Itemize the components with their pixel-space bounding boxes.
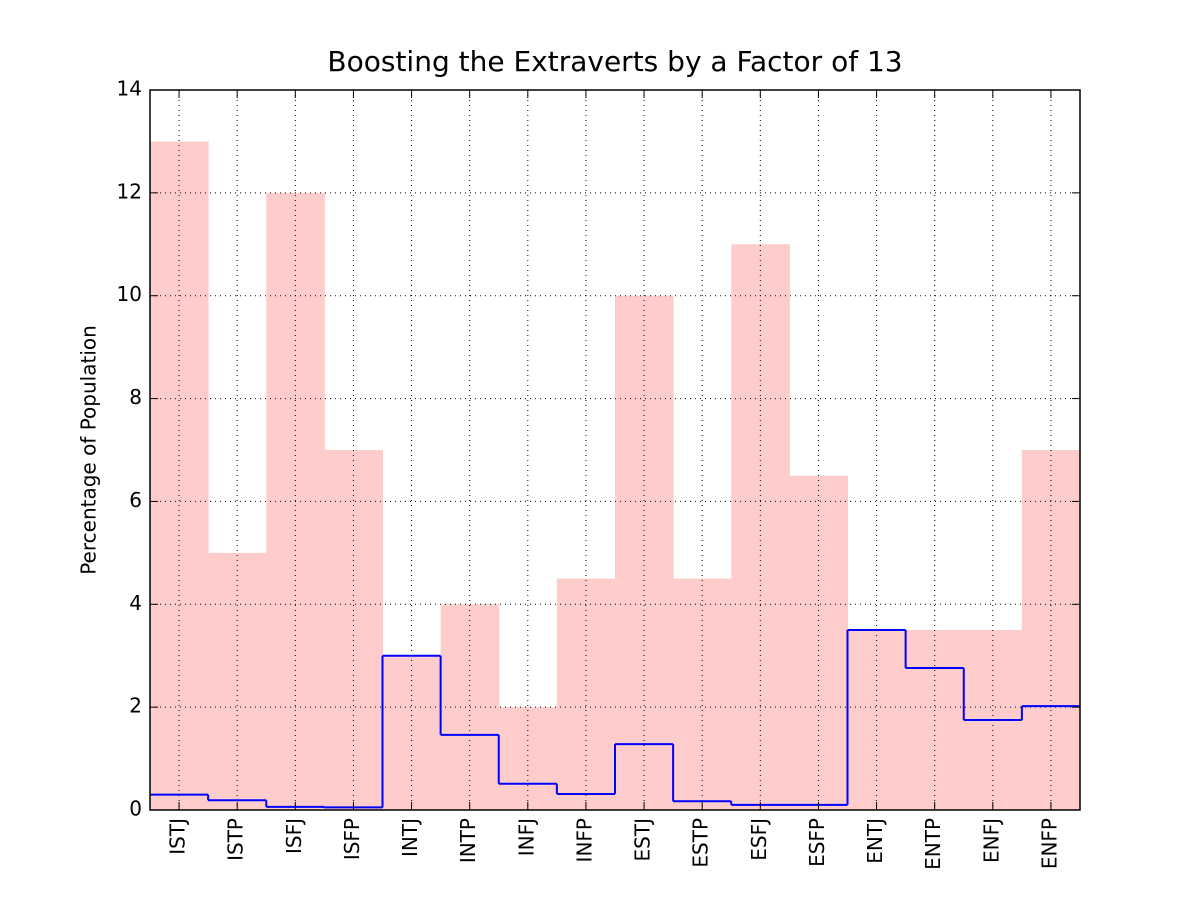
bar xyxy=(789,475,848,810)
bar xyxy=(498,707,558,810)
y-tick-label: 8 xyxy=(129,385,142,409)
x-tick-label: ISFP xyxy=(340,818,364,860)
x-tick-label: INTP xyxy=(456,818,480,863)
x-tick-label: ENTJ xyxy=(863,818,887,864)
x-tick-label: ISTP xyxy=(224,818,248,861)
x-tick-label: ENFJ xyxy=(979,818,1003,863)
bar xyxy=(382,655,442,810)
bar xyxy=(556,578,616,810)
chart-title: Boosting the Extraverts by a Factor of 1… xyxy=(327,45,902,78)
y-tick-label: 10 xyxy=(117,282,142,306)
y-tick-label: 4 xyxy=(129,591,142,615)
x-tick-label: ESFP xyxy=(805,818,829,867)
plot-frame xyxy=(149,89,1081,811)
y-tick-label: 0 xyxy=(129,797,142,821)
y-axis-label: Percentage of Population xyxy=(77,325,101,575)
x-tick-label: INFJ xyxy=(514,818,538,856)
x-tick-label: ESFJ xyxy=(747,818,771,861)
x-tick-label: ENTP xyxy=(921,818,945,870)
x-tick-label: ESTJ xyxy=(631,818,655,861)
bar xyxy=(208,552,267,810)
y-tick-label: 2 xyxy=(129,694,142,718)
x-tick-label: ENFP xyxy=(1037,818,1061,869)
x-tick-label: ISTJ xyxy=(166,818,190,855)
y-tick-label: 6 xyxy=(129,488,142,512)
y-tick-label: 12 xyxy=(117,179,142,203)
bar xyxy=(673,578,732,810)
x-tick-label: ISFJ xyxy=(282,818,306,854)
x-tick-label: INTJ xyxy=(398,818,422,857)
x-tick-label: ESTP xyxy=(689,818,713,868)
x-tick-label: INFP xyxy=(572,818,596,862)
bar xyxy=(615,295,674,810)
y-tick-label: 14 xyxy=(117,77,142,101)
